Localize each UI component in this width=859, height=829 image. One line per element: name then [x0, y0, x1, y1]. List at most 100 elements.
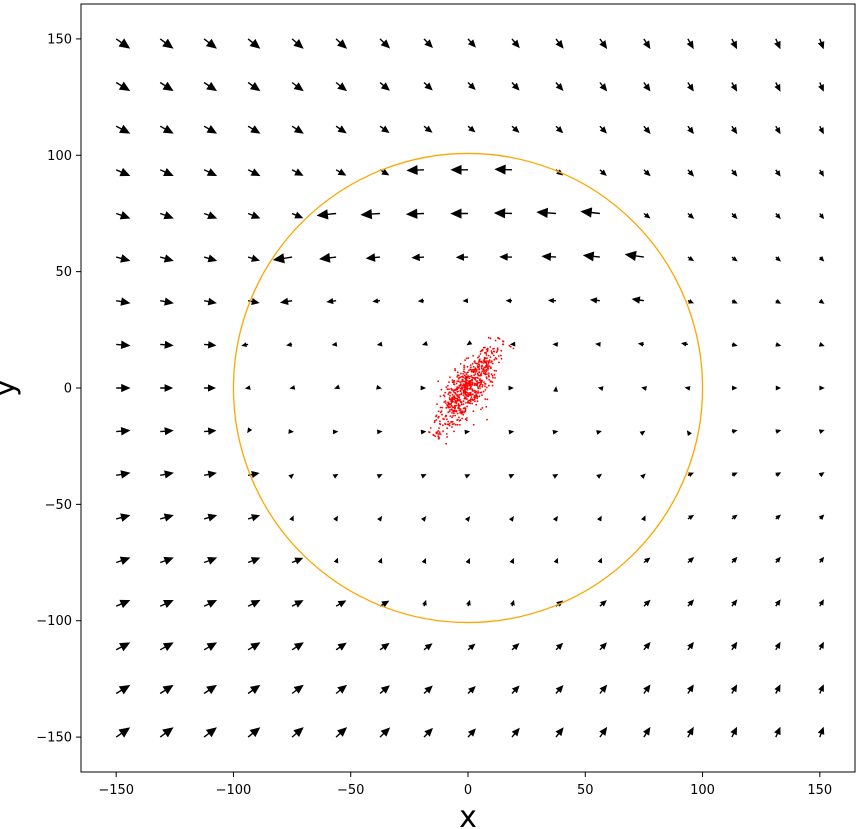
vector-arrow [595, 342, 601, 347]
vector-arrow [818, 169, 824, 177]
vector-arrow [536, 207, 557, 219]
vector-arrow [680, 341, 689, 347]
vector-arrow [247, 81, 261, 92]
vector-arrow [555, 642, 564, 651]
vector-arrow [730, 726, 738, 738]
scatter-point [465, 373, 468, 376]
vector-arrow [687, 599, 695, 607]
scatter-point [434, 435, 437, 438]
scatter-point [456, 380, 459, 383]
scatter-point [483, 370, 485, 373]
vector-arrow [421, 341, 428, 346]
scatter-point [462, 394, 465, 397]
vector-arrow [818, 641, 824, 651]
vector-arrow [687, 684, 694, 694]
vector-arrow [159, 38, 174, 49]
vector-arrow [115, 81, 131, 92]
scatter-point [451, 416, 453, 419]
scatter-point [486, 357, 488, 359]
scatter-point [438, 427, 440, 429]
scatter-point [435, 431, 438, 434]
scatter-point [491, 384, 494, 387]
vector-arrow [510, 599, 515, 607]
scatter-point [479, 361, 481, 363]
vector-arrow [552, 429, 559, 435]
vector-arrow [509, 557, 515, 564]
vector-arrow [335, 642, 347, 651]
scatter-point [448, 410, 451, 413]
scatter-point [463, 368, 465, 370]
scatter-point [494, 339, 497, 342]
scatter-point [459, 381, 462, 384]
vector-arrow [466, 340, 473, 346]
vector-arrow [159, 684, 174, 695]
scatter-point [459, 400, 462, 403]
vector-arrow [420, 429, 427, 435]
vector-arrow [116, 297, 131, 306]
vector-arrow [686, 726, 694, 738]
scatter-point [456, 376, 459, 378]
scatter-point [484, 389, 487, 391]
scatter-point [439, 411, 442, 414]
scatter-point [473, 374, 475, 377]
scatter-point [467, 392, 469, 395]
y-tick-label: 0 [64, 382, 72, 397]
vector-arrow [159, 642, 174, 652]
scatter-point [487, 372, 490, 374]
scatter-point [493, 369, 496, 372]
scatter-point [486, 373, 488, 375]
vector-arrow [159, 81, 174, 92]
scatter-point [479, 374, 482, 377]
scatter-point [429, 427, 432, 429]
scatter-point [496, 348, 499, 351]
vector-arrow [730, 684, 738, 694]
vector-arrow [360, 208, 381, 220]
scatter-point [467, 371, 469, 374]
scatter-point [451, 426, 453, 428]
scatter-point [464, 375, 467, 378]
vector-arrow [555, 125, 564, 134]
vector-arrow [115, 556, 131, 565]
vector-arrow [247, 254, 261, 262]
scatter-point [478, 381, 480, 384]
scatter-point [442, 424, 444, 427]
scatter-point [451, 398, 454, 401]
vector-arrow [159, 124, 174, 134]
scatter-point [434, 419, 436, 422]
vector-arrow [775, 342, 782, 347]
vector-arrow [643, 726, 651, 738]
vector-arrow [508, 474, 515, 479]
vector-arrow [731, 342, 738, 347]
scatter-point [485, 377, 488, 380]
scatter-point [465, 357, 468, 360]
scatter-point [459, 424, 461, 426]
vector-arrow [450, 164, 468, 175]
scatter-point [491, 381, 494, 384]
scatter-point [487, 336, 490, 339]
scatter-point [493, 373, 496, 376]
vector-arrow [335, 684, 348, 695]
scatter-point [466, 384, 469, 387]
scatter-point [467, 357, 470, 359]
vector-arrow [596, 473, 603, 479]
vector-arrow [159, 727, 174, 738]
scatter-point [450, 405, 453, 407]
scatter-point [488, 378, 491, 381]
vector-arrow [774, 82, 781, 92]
vector-arrow [508, 429, 515, 435]
scatter-point [445, 433, 448, 435]
vector-arrow [203, 513, 218, 522]
scatter-point [463, 397, 466, 400]
vector-arrow [599, 38, 608, 50]
vector-arrow [291, 211, 304, 219]
scatter-point [492, 376, 494, 379]
scatter-point [474, 373, 477, 375]
scatter-point [447, 384, 449, 387]
scatter-point [445, 414, 447, 417]
vector-arrow [817, 726, 825, 738]
vector-arrow [365, 253, 381, 262]
vector-arrow [203, 254, 218, 263]
scatter-point [459, 398, 461, 401]
vector-arrow [405, 208, 425, 219]
scatter-point [445, 402, 447, 404]
